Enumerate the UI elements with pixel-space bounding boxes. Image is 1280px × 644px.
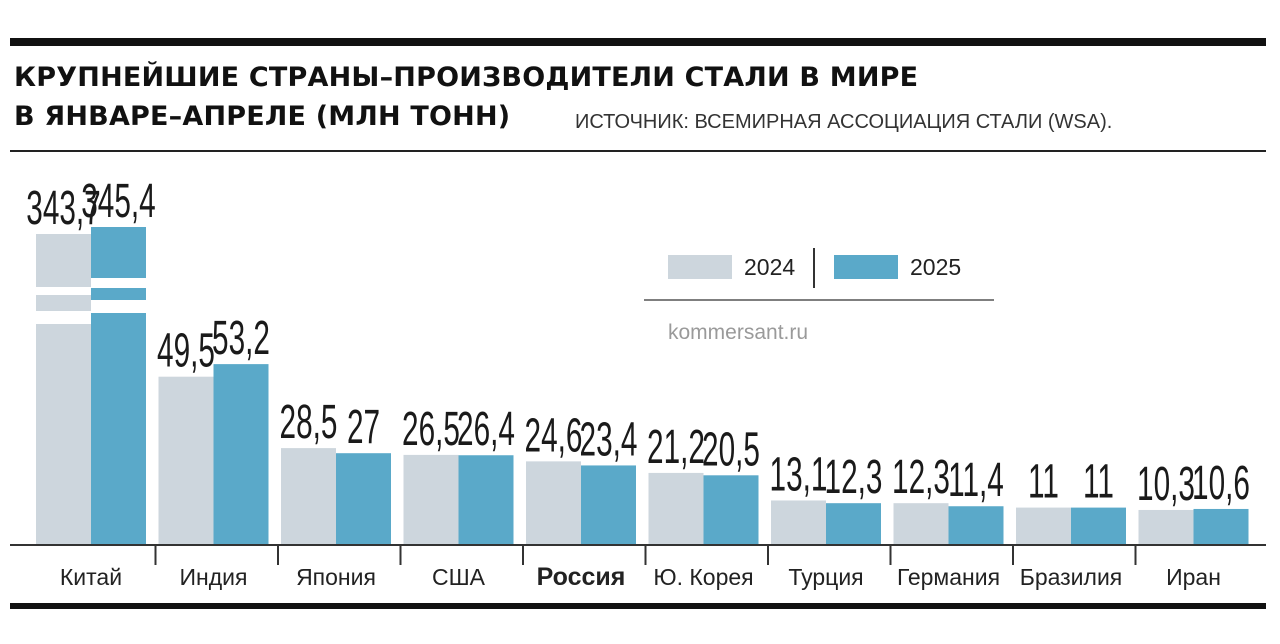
value-label-2025-2: 53,2 <box>212 312 270 365</box>
category-label-3: Япония <box>296 564 376 590</box>
x-axis <box>10 544 1266 565</box>
bar-2024-7 <box>771 500 826 545</box>
category-labels-group: Китай Индия Япония США Россия Ю. Корея Турция Г… <box>60 563 1221 591</box>
bar-2024-9 <box>1016 507 1071 545</box>
value-label-2025-9: 11 <box>1083 456 1114 509</box>
bar-2024-6 <box>648 472 704 545</box>
bar-2025-7 <box>826 503 881 545</box>
value-label-2024-3: 28,5 <box>280 396 338 449</box>
value-label-2025-4: 26,4 <box>457 403 515 456</box>
bar-2024-5 <box>526 461 581 545</box>
bar-2024-1 <box>36 234 91 545</box>
value-label-2025-3: 27 <box>347 401 380 454</box>
legend: 2024 2025 <box>644 248 994 301</box>
category-label-9: Бразилия <box>1020 564 1123 590</box>
bar-2025-3 <box>336 453 391 545</box>
category-label-2: Индия <box>180 564 248 590</box>
bar-2025-5 <box>581 465 636 545</box>
value-label-2025-1: 345,4 <box>81 175 155 228</box>
bar-2025-10 <box>1193 508 1249 545</box>
value-label-2025-5: 23,4 <box>580 413 638 466</box>
value-label-2024-10: 10,3 <box>1137 458 1195 511</box>
credit-text: kommersant.ru <box>668 321 808 344</box>
category-label-1: Китай <box>60 564 122 590</box>
legend-label-2024: 2024 <box>744 254 795 280</box>
bar-2024-3 <box>281 448 336 545</box>
bar-2024-4 <box>403 454 459 545</box>
axis-break-stripe <box>36 311 91 324</box>
bottom-rule <box>10 603 1266 609</box>
bar-2025-1 <box>91 227 146 545</box>
value-label-2024-2: 49,5 <box>157 325 215 378</box>
top-rule <box>10 38 1266 46</box>
category-label-7: Турция <box>788 564 863 590</box>
chart-title-line-2: В ЯНВАРЕ–АПРЕЛЕ (МЛН ТОНН) <box>14 101 511 132</box>
value-label-2024-6: 21,2 <box>647 421 705 474</box>
bar-2024-10 <box>1138 509 1194 545</box>
category-label-4: США <box>432 564 486 590</box>
title-rule <box>10 150 1266 152</box>
bar-2025-6 <box>703 475 759 545</box>
value-label-2025-6: 20,5 <box>702 423 760 476</box>
value-label-2025-10: 10,6 <box>1192 457 1250 510</box>
legend-swatch-2024 <box>668 255 732 279</box>
axis-break-stripe <box>36 287 91 295</box>
bar-2025-2 <box>213 364 269 545</box>
chart-title-line-1: КРУПНЕЙШИЕ СТРАНЫ–ПРОИЗВОДИТЕЛИ СТАЛИ В … <box>14 62 919 93</box>
legend-swatch-2025 <box>834 255 898 279</box>
category-label-5: Россия <box>537 563 626 591</box>
category-label-8: Германия <box>897 564 1000 590</box>
legend-label-2025: 2025 <box>910 254 961 280</box>
value-label-2024-4: 26,5 <box>402 403 460 456</box>
value-label-2024-9: 11 <box>1028 456 1059 509</box>
value-label-2025-8: 11,4 <box>948 454 1004 507</box>
category-label-6: Ю. Корея <box>653 564 753 590</box>
bar-2025-8 <box>948 506 1004 545</box>
bar-2025-9 <box>1071 507 1126 545</box>
bar-2024-8 <box>893 503 949 545</box>
category-label-10: Иран <box>1166 564 1221 590</box>
bar-2025-4 <box>458 455 514 545</box>
value-label-2024-1: 343,7 <box>26 182 100 235</box>
axis-break-stripe <box>91 278 146 288</box>
axis-break-stripe <box>91 300 146 313</box>
value-label-2024-8: 12,3 <box>892 451 950 504</box>
value-label-2024-5: 24,6 <box>525 409 583 462</box>
bars-group <box>36 227 1249 545</box>
bar-2024-2 <box>158 376 214 545</box>
value-label-2025-7: 12,3 <box>825 451 883 504</box>
source-note: ИСТОЧНИК: ВСЕМИРНАЯ АССОЦИАЦИЯ СТАЛИ (WS… <box>575 111 1113 133</box>
value-label-2024-7: 13,1 <box>770 448 828 501</box>
